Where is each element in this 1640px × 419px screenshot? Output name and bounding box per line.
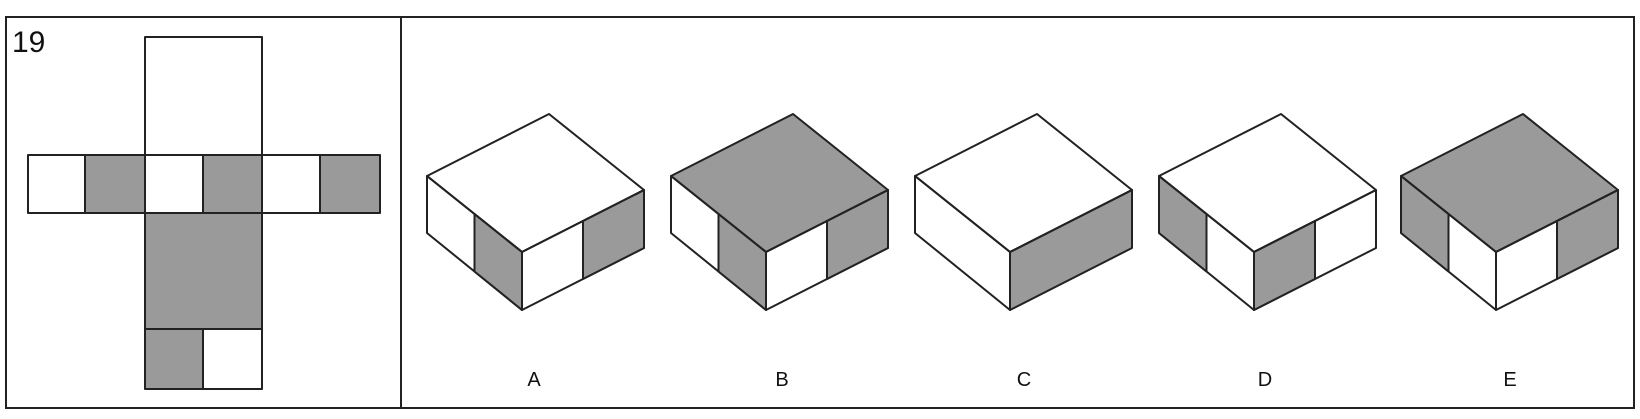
option-b-box[interactable] xyxy=(670,113,889,311)
option-label-c[interactable]: C xyxy=(1017,369,1031,391)
outer-frame xyxy=(5,16,1635,409)
option-label-a[interactable]: A xyxy=(527,369,541,391)
net-strip-segment xyxy=(144,154,204,214)
net-bottom-segment xyxy=(202,328,263,390)
box-edge xyxy=(670,175,889,254)
option-label-d[interactable]: D xyxy=(1258,369,1272,391)
net-strip-segment xyxy=(202,154,263,214)
net-horizontal-strip xyxy=(27,154,381,214)
net-strip-segment xyxy=(84,154,146,214)
option-label-e[interactable]: E xyxy=(1503,369,1516,391)
net-middle-panel xyxy=(144,212,263,330)
net-strip-segment xyxy=(261,154,321,214)
net-top-flap xyxy=(144,36,263,156)
net-strip-segment xyxy=(319,154,381,214)
question-number: 19 xyxy=(12,26,45,59)
box-edge xyxy=(914,175,1133,254)
net-strip-segment xyxy=(27,154,86,214)
option-label-b[interactable]: B xyxy=(775,369,788,391)
box-edge xyxy=(1158,175,1377,254)
box-edge xyxy=(1400,175,1619,254)
net-bottom-segment xyxy=(144,328,204,390)
option-e-box[interactable] xyxy=(1400,113,1619,311)
box-edge xyxy=(426,175,645,254)
box-net xyxy=(27,36,381,390)
option-a-box[interactable] xyxy=(426,113,645,311)
option-c-box[interactable] xyxy=(914,113,1133,311)
option-d-box[interactable] xyxy=(1158,113,1377,311)
